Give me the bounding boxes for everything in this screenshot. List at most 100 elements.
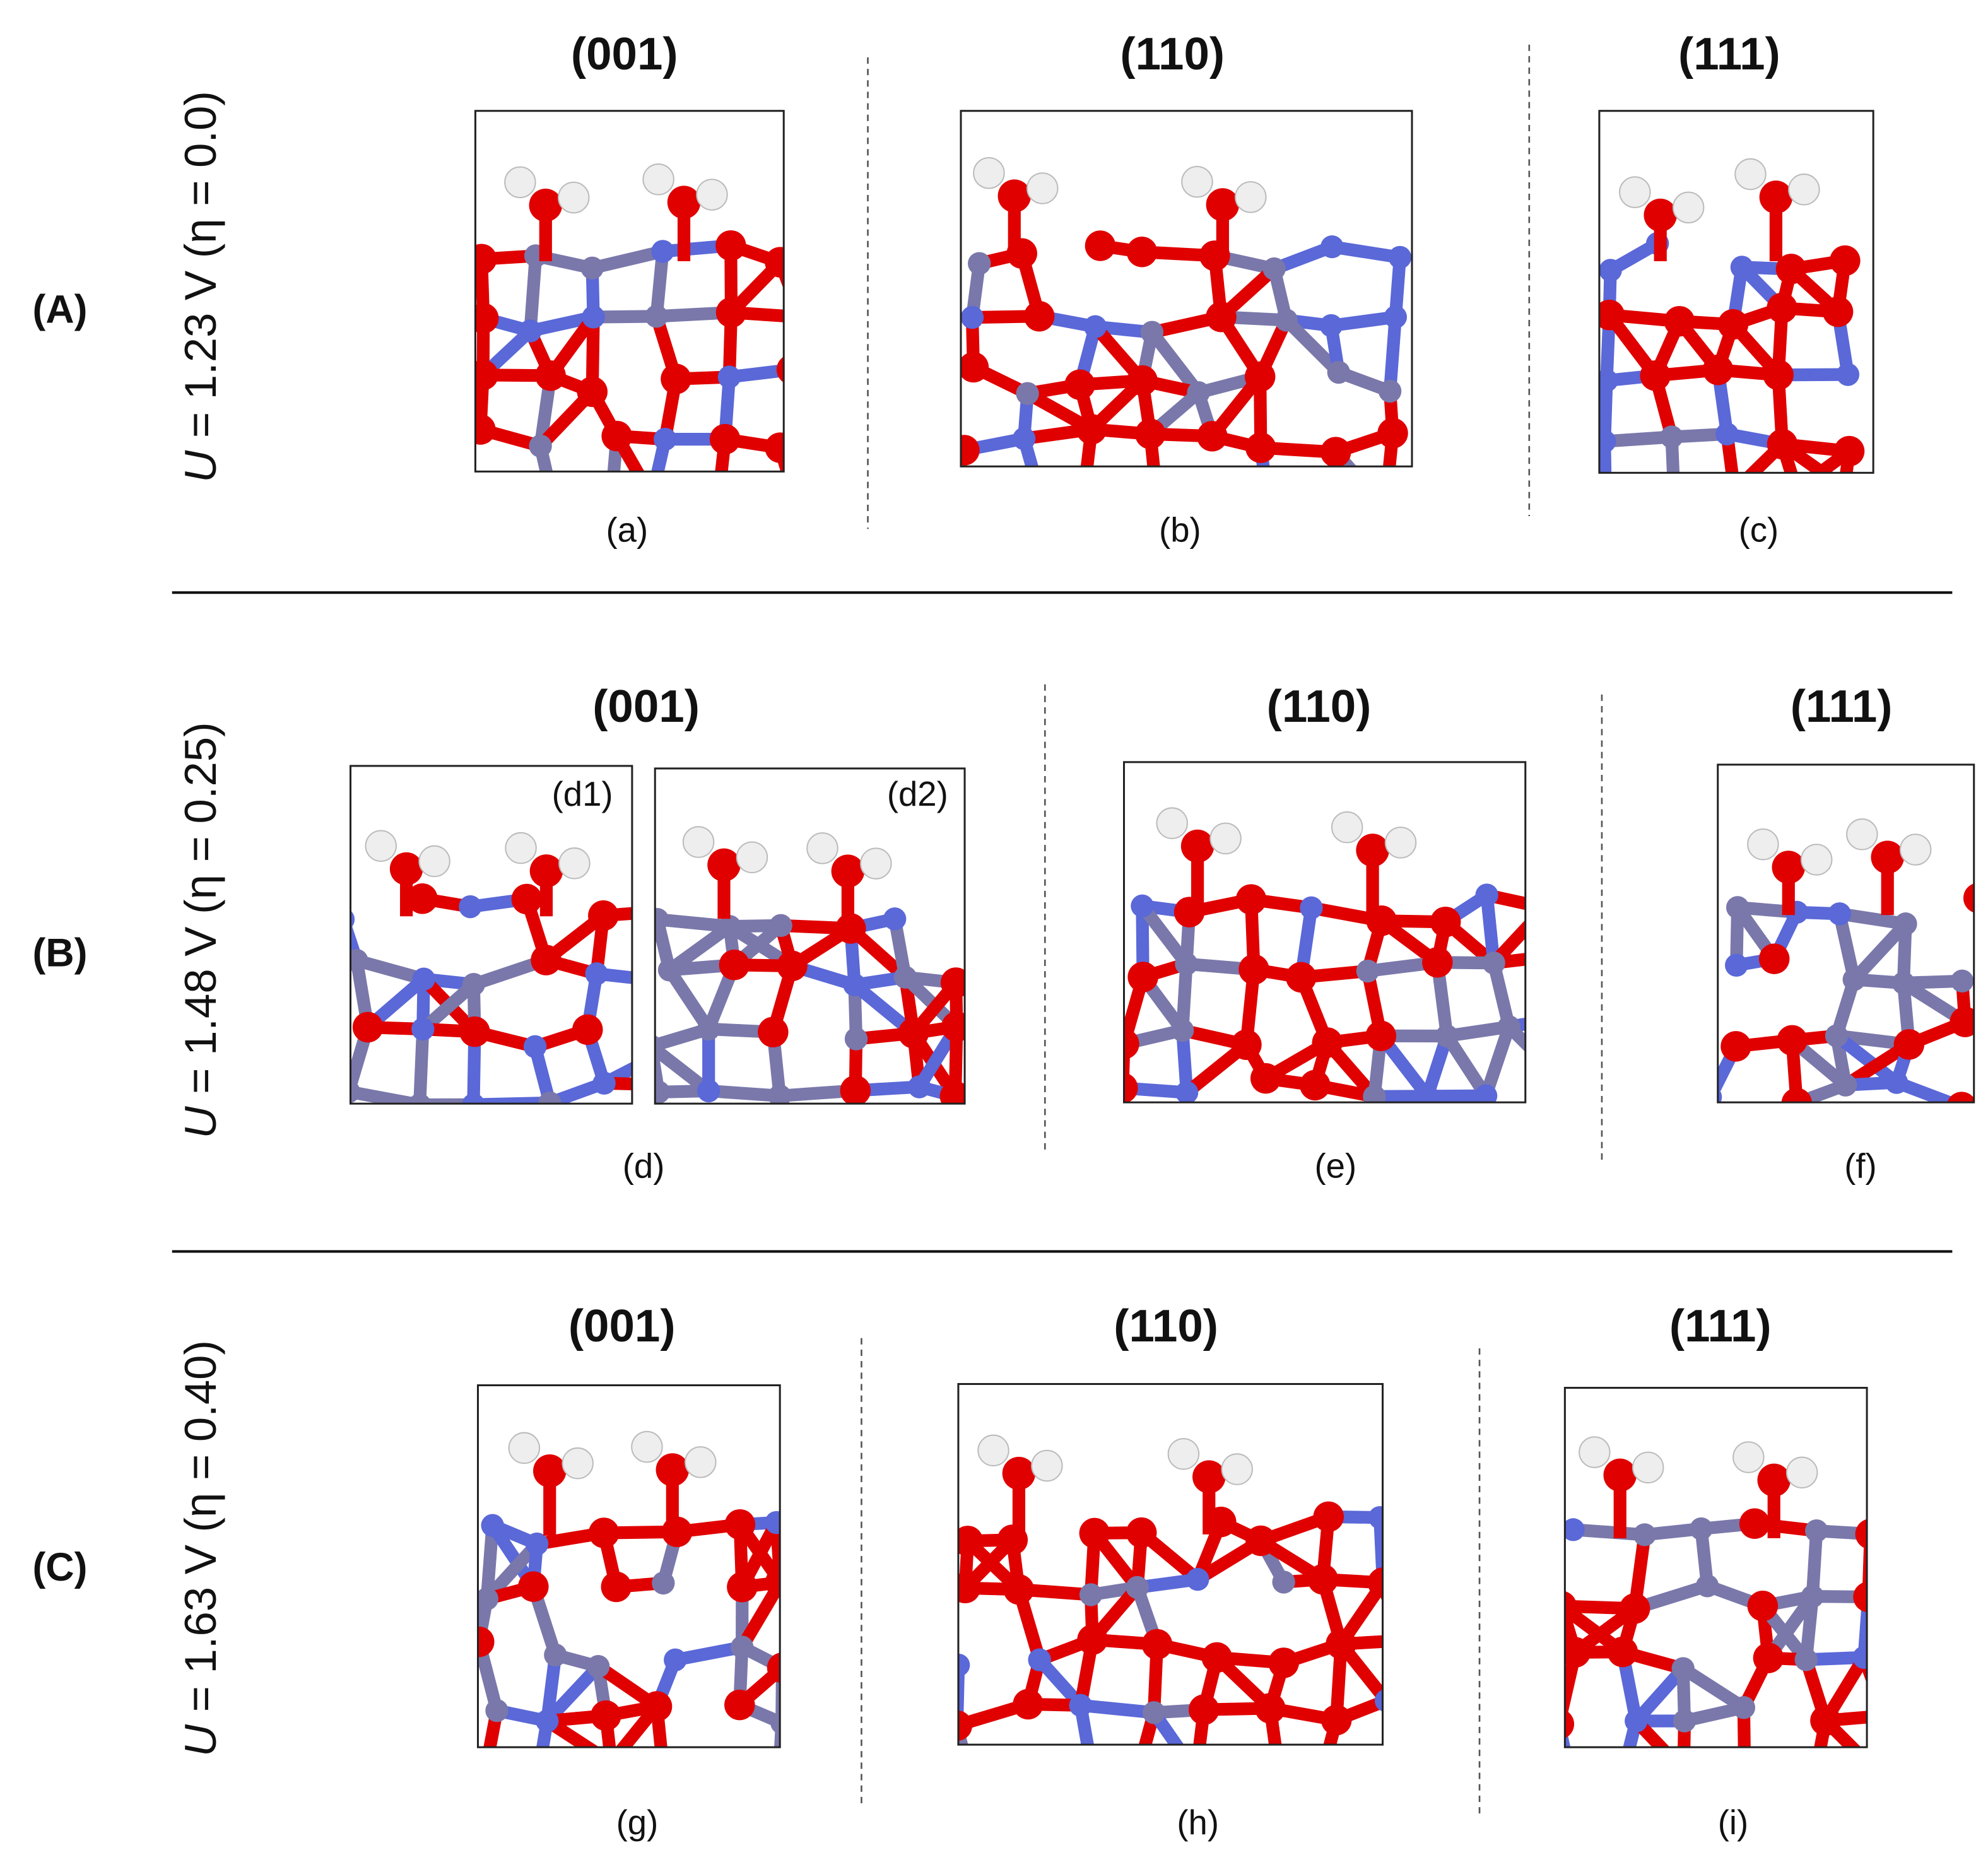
- atom: [651, 240, 674, 263]
- atom: [717, 365, 741, 389]
- atom: [1855, 1519, 1867, 1549]
- bond: [1737, 1701, 1751, 1748]
- atom: [1077, 1624, 1108, 1655]
- atom: [1497, 1015, 1520, 1039]
- atom: [1719, 476, 1750, 506]
- bond: [792, 317, 801, 370]
- bond: [480, 1519, 499, 1606]
- atom: [1891, 971, 1915, 995]
- atom: [1640, 360, 1671, 391]
- panel-caption: (g): [616, 1803, 659, 1842]
- panel-caption: (f): [1844, 1147, 1876, 1186]
- panel-title: (111): [1791, 681, 1893, 732]
- bond: [1216, 513, 1270, 515]
- atom: [481, 1514, 504, 1537]
- atom: [1303, 1774, 1333, 1804]
- atom: [1836, 363, 1860, 386]
- atom: [765, 1567, 780, 1598]
- atom: [1834, 1073, 1857, 1097]
- atom: [1899, 833, 1932, 866]
- atom: [664, 1648, 687, 1671]
- atom: [557, 181, 590, 214]
- atom: [1012, 427, 1036, 451]
- atom: [1720, 1031, 1751, 1062]
- atom: [1894, 912, 1917, 936]
- atom: [1141, 1628, 1173, 1660]
- atom: [1717, 1088, 1722, 1103]
- atom: [1031, 1449, 1063, 1482]
- atom: [1822, 296, 1854, 327]
- atom: [642, 163, 674, 196]
- panel-frame: [1563, 1387, 1868, 1748]
- bond: [1083, 498, 1157, 502]
- atom: [1250, 1063, 1281, 1094]
- bond: [485, 1777, 537, 1784]
- atom: [1599, 299, 1625, 331]
- atom: [1368, 1505, 1383, 1529]
- atom: [715, 297, 747, 328]
- bond: [664, 1779, 735, 1789]
- bond: [1796, 488, 1844, 490]
- atom: [831, 854, 865, 888]
- atom: [1204, 502, 1226, 524]
- atom: [907, 1075, 931, 1098]
- atom: [898, 1018, 929, 1049]
- bond: [1479, 1020, 1515, 1102]
- atom: [1238, 954, 1269, 985]
- bond: [1676, 1662, 1750, 1714]
- atom: [1763, 360, 1794, 391]
- bond: [1147, 1706, 1184, 1745]
- atom: [1206, 302, 1237, 333]
- panel-caption: (d): [623, 1147, 665, 1186]
- atom: [1729, 1767, 1760, 1798]
- atom: [1753, 1642, 1784, 1673]
- atom: [1300, 1069, 1331, 1101]
- atom: [1245, 1525, 1276, 1557]
- atom: [973, 156, 1005, 189]
- atom: [1830, 245, 1861, 276]
- atom: [1861, 1756, 1891, 1786]
- atom: [1258, 503, 1281, 526]
- atom: [544, 503, 567, 526]
- atom: [1394, 1760, 1416, 1783]
- atom: [1870, 1700, 1900, 1731]
- molecule: [350, 830, 632, 1104]
- atom: [1235, 181, 1267, 213]
- potential-label: U = 1.48 V (η = 0.25): [175, 722, 225, 1138]
- atom: [1474, 1084, 1498, 1103]
- atom: [641, 1691, 673, 1722]
- atom: [1274, 309, 1298, 332]
- atom: [1565, 1637, 1591, 1668]
- atom: [350, 910, 355, 929]
- atom: [1475, 883, 1498, 907]
- bond: [970, 1779, 1021, 1788]
- atom: [485, 1699, 509, 1723]
- atom: [1026, 478, 1049, 500]
- atom: [1262, 257, 1286, 281]
- atom: [707, 488, 730, 510]
- atom: [1805, 1519, 1828, 1543]
- atom: [1671, 1657, 1695, 1680]
- atom: [758, 1016, 789, 1047]
- atom: [572, 1014, 603, 1045]
- atom: [475, 360, 498, 391]
- atom: [1209, 822, 1242, 855]
- atom: [1947, 1092, 1974, 1103]
- atom: [965, 893, 996, 924]
- atom: [352, 1011, 384, 1043]
- bond: [1074, 1699, 1161, 1719]
- bond: [1814, 1772, 1876, 1779]
- atom: [724, 1509, 756, 1540]
- bond: [541, 1660, 605, 1728]
- panel-frame: [1123, 761, 1527, 1104]
- atom: [1695, 1574, 1719, 1598]
- atom: [1435, 1024, 1459, 1048]
- atom: [1416, 1085, 1439, 1103]
- atom: [843, 973, 866, 997]
- atom: [1187, 381, 1210, 404]
- atom: [1003, 1574, 1034, 1605]
- atom: [1079, 1517, 1110, 1549]
- atom: [1206, 188, 1240, 221]
- atom: [1326, 1628, 1356, 1659]
- atom: [577, 376, 608, 408]
